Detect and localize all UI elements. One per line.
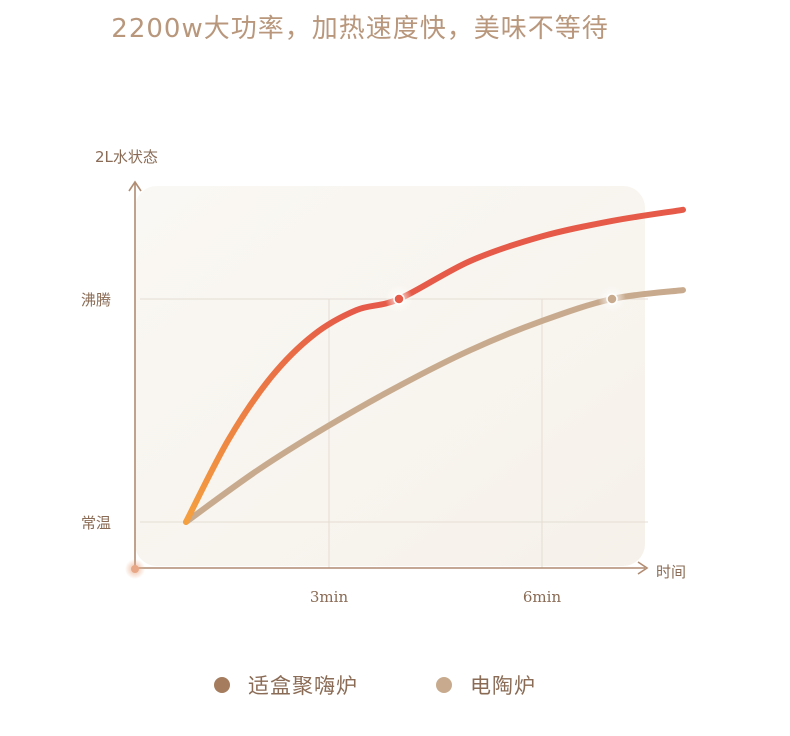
x-tick-label: 3min bbox=[310, 588, 349, 606]
legend-label: 电陶炉 bbox=[470, 674, 536, 698]
legend-label: 适盒聚嗨炉 bbox=[248, 674, 358, 698]
chart: 2L水状态 时间 沸腾 常温 3min 6min bbox=[81, 148, 686, 606]
y-axis-title: 2L水状态 bbox=[95, 148, 158, 166]
origin-dot bbox=[131, 565, 139, 573]
legend: 适盒聚嗨炉 电陶炉 bbox=[0, 670, 790, 702]
y-tick-label: 常温 bbox=[81, 514, 111, 532]
x-tick-label: 6min bbox=[523, 588, 562, 606]
legend-item-ceramic: 电陶炉 bbox=[436, 670, 536, 700]
marker-layer bbox=[385, 285, 626, 313]
y-tick-label: 沸腾 bbox=[81, 291, 111, 309]
x-axis-arrow bbox=[637, 561, 649, 575]
legend-dot bbox=[214, 677, 230, 693]
legend-item-induction: 适盒聚嗨炉 bbox=[214, 670, 358, 700]
legend-dot bbox=[436, 677, 452, 693]
x-axis-title: 时间 bbox=[656, 563, 686, 581]
boil-point-marker bbox=[393, 293, 405, 305]
series-line-induction-cooker bbox=[183, 206, 686, 525]
boil-point-marker bbox=[606, 293, 618, 305]
plot-background bbox=[135, 186, 645, 566]
headline: 2200w大功率，加热速度快，美味不等待 bbox=[111, 14, 609, 44]
y-axis-arrow bbox=[128, 180, 142, 192]
